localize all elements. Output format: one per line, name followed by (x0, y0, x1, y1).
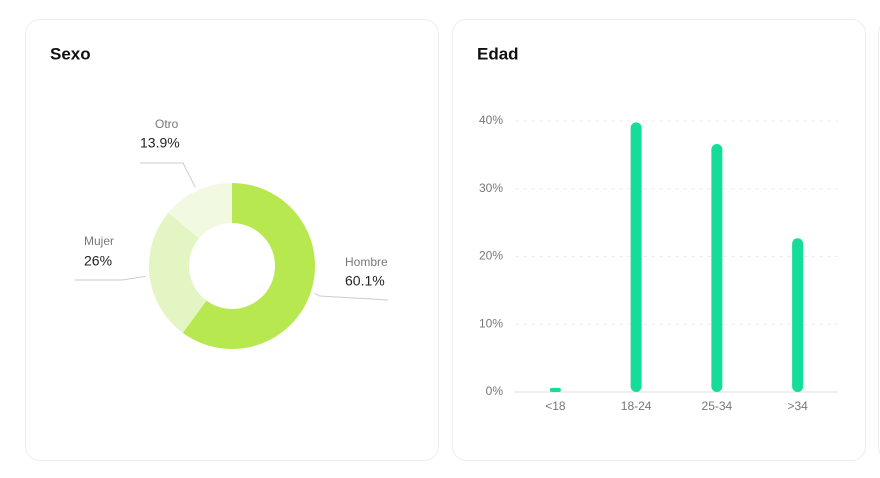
y-tick-label: 30% (479, 181, 503, 195)
chart-title: Edad (477, 44, 519, 63)
bar (631, 122, 642, 392)
x-tick-label: 18-24 (621, 399, 652, 413)
data-label: 13.9% (140, 135, 180, 151)
data-label: 60.1% (345, 273, 385, 289)
bar (792, 238, 803, 392)
data-label: 26% (84, 253, 112, 269)
y-tick-label: 10% (479, 316, 503, 330)
legend-label: Otro (155, 117, 179, 131)
bar (711, 144, 722, 392)
y-tick-label: 0% (486, 384, 504, 398)
y-tick-label: 20% (479, 249, 503, 263)
legend-label: Hombre (345, 255, 388, 269)
y-tick-label: 40% (479, 113, 503, 127)
legend-label: Mujer (84, 234, 114, 248)
x-tick-label: >34 (787, 399, 808, 413)
card (453, 20, 866, 461)
bar (550, 388, 561, 392)
chart-title: Sexo (50, 44, 91, 63)
x-tick-label: 25-34 (702, 399, 733, 413)
x-tick-label: <18 (545, 399, 566, 413)
